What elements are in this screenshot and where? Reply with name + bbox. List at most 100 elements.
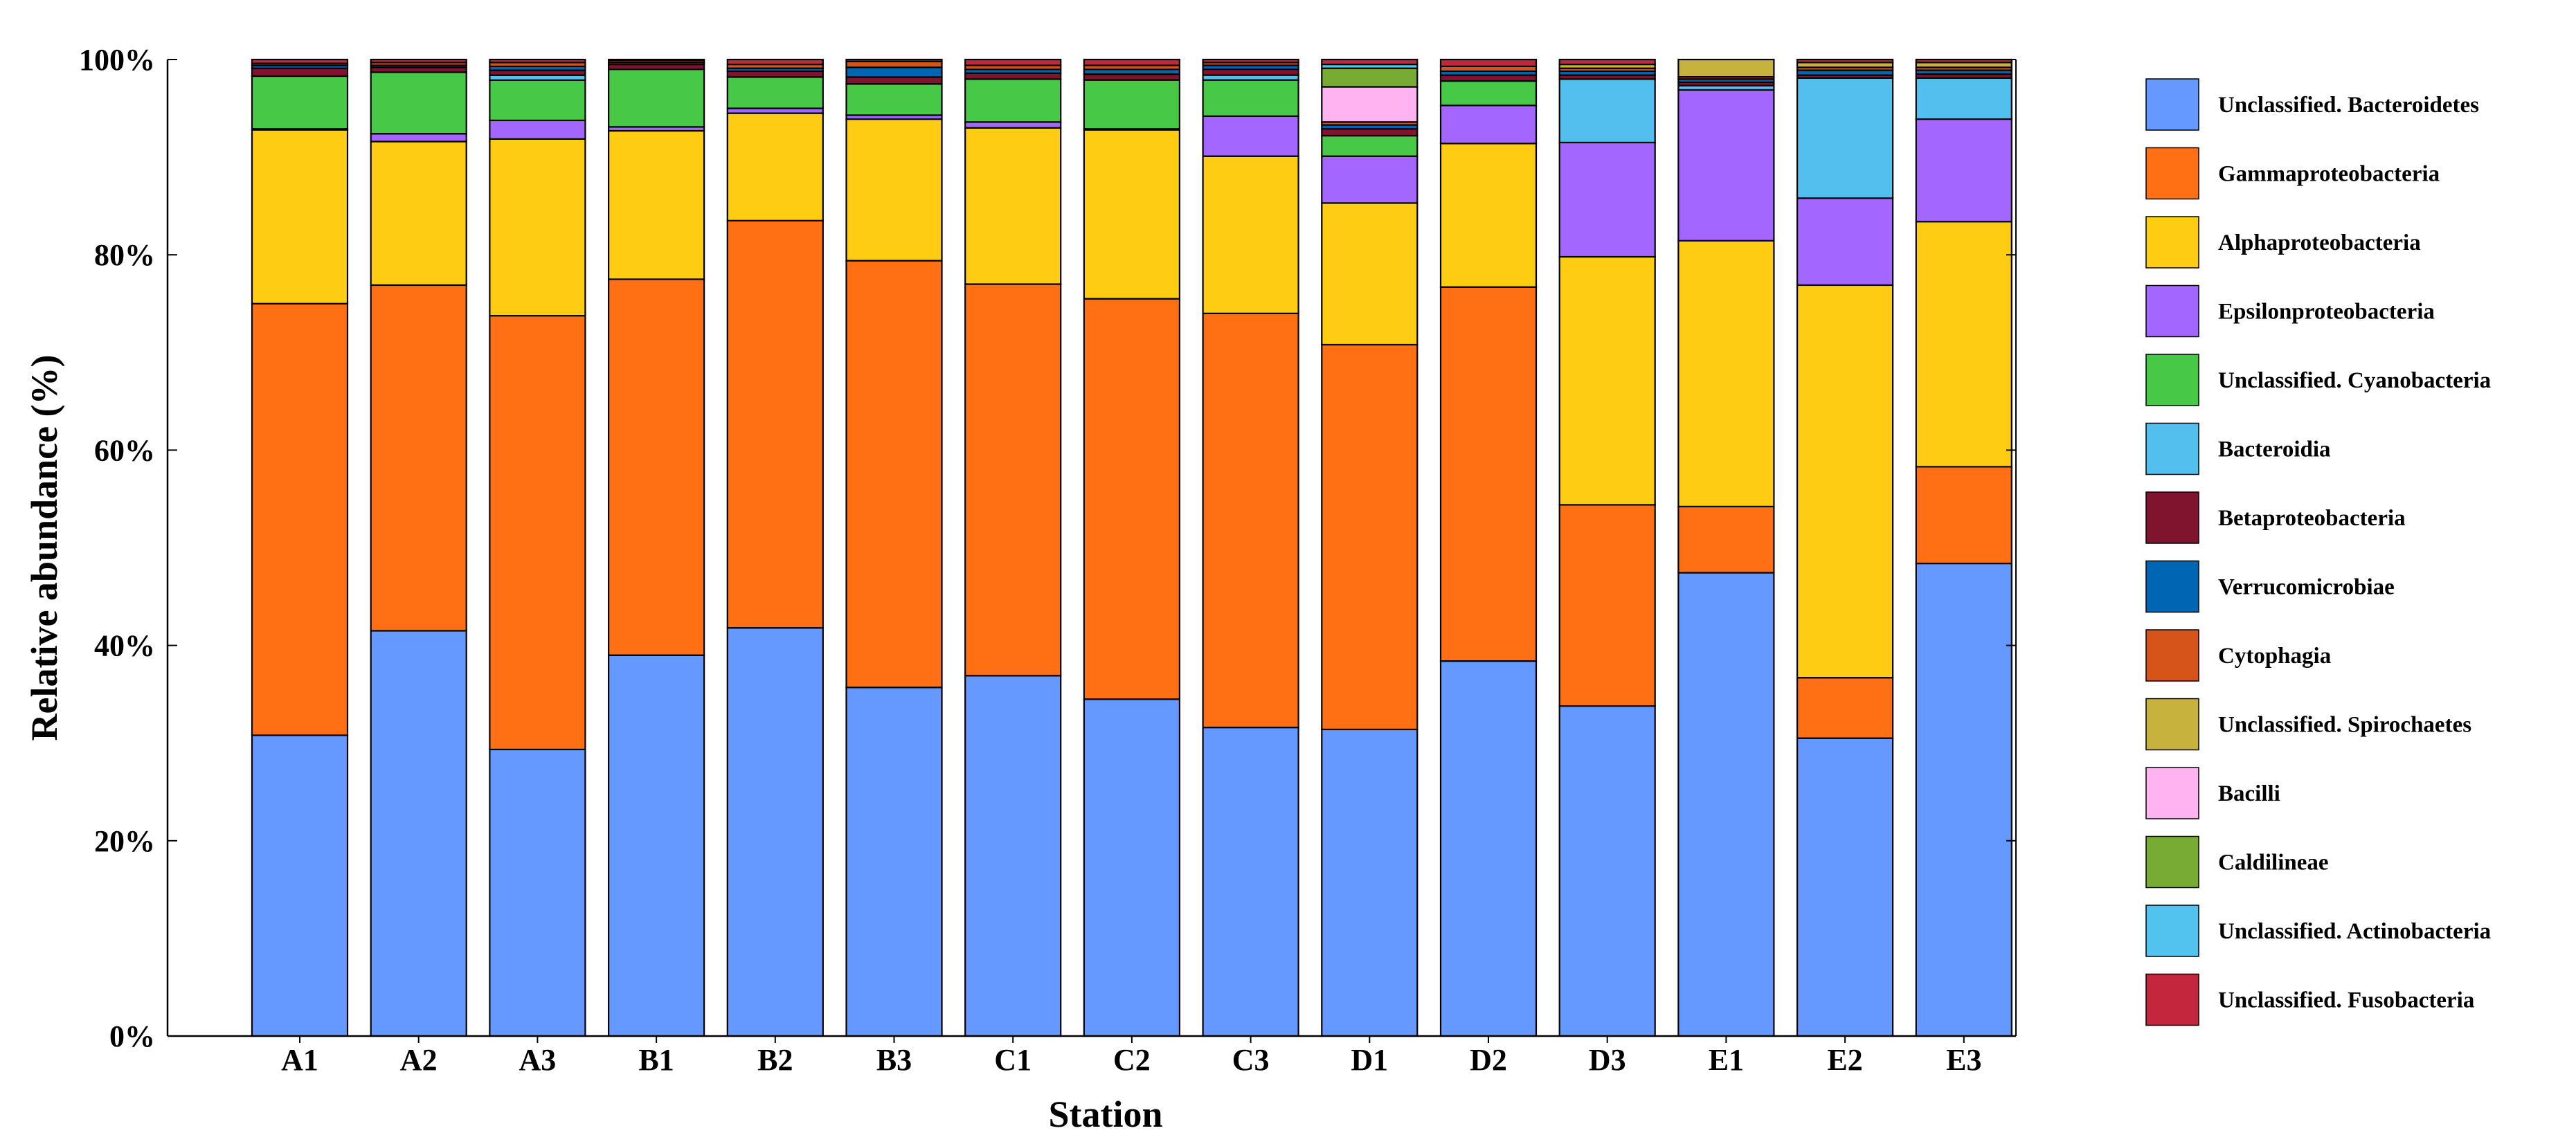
bar-segment-b3-2 — [845, 118, 943, 262]
legend-item-12: Unclassified. Actinobacteria — [2145, 905, 2491, 957]
bar-segment-d1-6 — [1321, 128, 1418, 137]
bar-stack-b2 — [726, 58, 824, 1037]
x-axis-title: Station — [1048, 1093, 1162, 1135]
bar-segment-b3-8 — [845, 60, 943, 69]
bar-segment-a1-0 — [251, 734, 349, 1037]
bar-segment-b3-6 — [845, 76, 943, 85]
bar-segment-d3-1 — [1558, 504, 1656, 707]
x-tick-label: A2 — [400, 1043, 438, 1077]
bar-stack-c1 — [964, 58, 1062, 1037]
bar-stack-d3 — [1558, 58, 1656, 1037]
legend-label: Unclassified. Fusobacteria — [2218, 988, 2474, 1013]
bar-segment-d1-4 — [1321, 134, 1418, 157]
bar-stack-c2 — [1083, 58, 1181, 1037]
bar-segment-d1-1 — [1321, 343, 1418, 731]
bar-segment-e2-3 — [1796, 197, 1894, 287]
legend-item-1: Gammaproteobacteria — [2145, 147, 2440, 200]
bar-segment-c3-13 — [1202, 58, 1299, 64]
legend-label: Unclassified. Spirochaetes — [2218, 713, 2471, 738]
bar-segment-e3-0 — [1915, 562, 2012, 1037]
bar-stack-e2 — [1796, 58, 1894, 1037]
bar-segment-d3-5 — [1558, 78, 1656, 144]
bar-segment-a2-1 — [370, 284, 467, 632]
y-tick-label: 100% — [79, 43, 155, 77]
bar-stack-d1 — [1321, 58, 1418, 1037]
bar-segment-d3-3 — [1558, 141, 1656, 258]
y-axis-title: Relative abundance (%) — [24, 355, 65, 741]
y-tick-label: 20% — [94, 824, 155, 858]
bar-stack-a3 — [489, 58, 586, 1037]
bar-segment-b2-13 — [726, 58, 824, 66]
bar-segment-d2-6 — [1439, 74, 1538, 82]
bar-segment-e3-3 — [1915, 118, 2012, 223]
legend-item-6: Betaproteobacteria — [2145, 491, 2406, 544]
legend-label: Betaproteobacteria — [2218, 506, 2406, 531]
bar-segment-c2-2 — [1083, 129, 1181, 300]
legend-label: Epsilonproteobacteria — [2218, 300, 2435, 325]
bar-segment-b2-4 — [726, 76, 824, 109]
bar-stack-a1 — [251, 58, 349, 1037]
bar-segment-d1-13 — [1321, 58, 1418, 66]
bar-segment-b1-0 — [607, 654, 705, 1037]
bar-segment-c2-1 — [1083, 298, 1181, 700]
legend-swatch — [2145, 147, 2199, 200]
bar-segment-c1-1 — [964, 283, 1062, 677]
legend-item-10: Bacilli — [2145, 767, 2280, 819]
axes: A1 A2 A3 B1 B2 B3 C1 C2 C3 D1 D2 D3 E1 E2 E3 0% 20% 40% 60… — [79, 43, 2017, 1077]
bar-segment-c3-0 — [1202, 727, 1299, 1037]
bar-stack-b3 — [845, 58, 943, 1037]
bar-segment-d3-0 — [1558, 705, 1656, 1037]
legend-label: Unclassified. Cyanobacteria — [2218, 368, 2491, 393]
y-tick-label: 0% — [109, 1019, 155, 1053]
bar-segment-c2-4 — [1083, 79, 1181, 130]
x-tick-label: D2 — [1470, 1043, 1507, 1077]
legend-swatch — [2145, 767, 2199, 819]
legend-swatch — [2145, 216, 2199, 269]
x-tick-label: B1 — [638, 1043, 674, 1077]
bar-segment-d2-13 — [1439, 58, 1538, 67]
bar-segment-a3-1 — [489, 315, 586, 751]
legend-label: Verrucomicrobiae — [2218, 575, 2395, 600]
bar-stack-c3 — [1202, 58, 1299, 1037]
bar-segment-d2-0 — [1439, 660, 1538, 1037]
legend-swatch — [2145, 905, 2199, 957]
legend-item-7: Verrucomicrobiae — [2145, 560, 2395, 613]
bar-stacks — [251, 58, 2012, 1037]
legend-label: Bacilli — [2218, 781, 2280, 806]
legend-swatch — [2145, 491, 2199, 544]
legend-item-11: Caldilineae — [2145, 835, 2329, 889]
bar-segment-e2-0 — [1796, 737, 1894, 1037]
bar-segment-c2-6 — [1083, 73, 1181, 81]
legend-swatch — [2145, 284, 2199, 338]
legend-swatch — [2145, 973, 2199, 1026]
legend-label: Cytophagia — [2218, 644, 2331, 669]
bar-segment-e3-5 — [1915, 77, 2012, 120]
legend-swatch — [2145, 422, 2199, 475]
bar-segment-a2-4 — [370, 71, 467, 135]
x-tick-label: E3 — [1946, 1043, 1981, 1077]
bar-segment-b1-4 — [607, 69, 705, 128]
legend-label: Bacteroidia — [2218, 437, 2331, 462]
bar-segment-a1-1 — [251, 302, 349, 736]
legend-swatch — [2145, 698, 2199, 751]
bar-segment-b3-4 — [845, 83, 943, 116]
x-tick-label: D3 — [1589, 1043, 1626, 1077]
legend-swatch — [2145, 78, 2199, 131]
bar-segment-b2-2 — [726, 112, 824, 221]
bar-segment-c1-0 — [964, 675, 1062, 1037]
x-tick-label: D1 — [1351, 1043, 1388, 1077]
bar-segment-b3-13 — [845, 58, 943, 62]
bar-segment-e1-1 — [1677, 505, 1775, 574]
bar-segment-a1-6 — [251, 67, 349, 78]
x-tick-label: A1 — [281, 1043, 318, 1077]
bar-segment-c1-2 — [964, 127, 1062, 285]
bar-segment-c1-6 — [964, 72, 1062, 80]
bar-segment-a2-3 — [370, 133, 467, 143]
legend-swatch — [2145, 560, 2199, 613]
bar-stack-a2 — [370, 58, 467, 1037]
legend-label: Unclassified. Actinobacteria — [2218, 919, 2491, 944]
bar-segment-a2-13 — [370, 58, 467, 64]
bar-segment-e3-13 — [1915, 58, 2012, 64]
bar-segment-c1-3 — [964, 121, 1062, 129]
